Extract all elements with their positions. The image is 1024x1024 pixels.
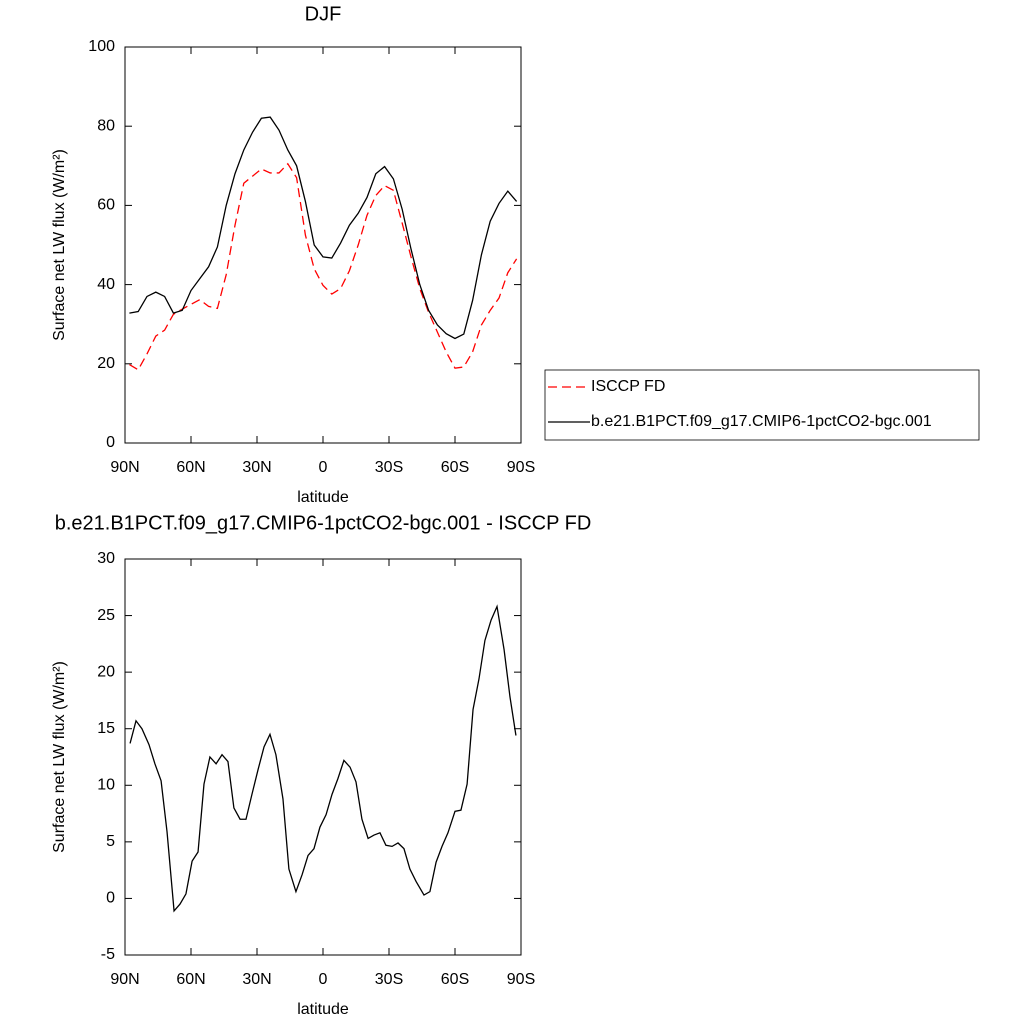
y-tick-label: 0 (106, 890, 115, 907)
x-tick-label: 30N (242, 971, 271, 988)
x-axis-label: latitude (297, 489, 349, 506)
x-tick-label: 60N (176, 971, 205, 988)
y-tick-label: 100 (88, 38, 115, 55)
x-tick-label: 90N (110, 459, 139, 476)
x-tick-label: 90S (507, 971, 535, 988)
y-tick-label: 30 (97, 550, 115, 567)
x-tick-label: 90S (507, 459, 535, 476)
x-tick-label: 30S (375, 971, 403, 988)
plot-frame (124, 46, 522, 444)
y-tick-label: 60 (97, 197, 115, 214)
y-tick-label: 40 (97, 276, 115, 293)
x-tick-label: 30S (375, 459, 403, 476)
chart-title: DJF (305, 3, 342, 25)
y-tick-label: 10 (97, 777, 115, 794)
y-tick-label: 5 (106, 833, 115, 850)
y-tick-label: 25 (97, 607, 115, 624)
y-tick-label: 20 (97, 663, 115, 680)
y-tick-label: 80 (97, 117, 115, 134)
legend-label: ISCCP FD (591, 378, 665, 395)
x-tick-label: 60S (441, 459, 469, 476)
y-tick-label: 15 (97, 720, 115, 737)
y-tick-label: -5 (101, 946, 115, 963)
data-line (129, 604, 517, 913)
legend-label: b.e21.B1PCT.f09_g17.CMIP6-1pctCO2-bgc.00… (591, 413, 932, 430)
legend-box (544, 369, 980, 441)
x-tick-label: 90N (110, 971, 139, 988)
y-axis-label: Surface net LW flux (W/m²) (51, 661, 68, 853)
x-tick-label: 0 (319, 971, 328, 988)
y-tick-label: 0 (106, 434, 115, 451)
data-line (129, 116, 518, 340)
x-tick-label: 60N (176, 459, 205, 476)
x-tick-label: 0 (319, 459, 328, 476)
chart-title: b.e21.B1PCT.f09_g17.CMIP6-1pctCO2-bgc.00… (55, 512, 592, 534)
x-axis-label: latitude (297, 1001, 349, 1018)
y-tick-label: 20 (97, 355, 115, 372)
y-axis-label: Surface net LW flux (W/m²) (51, 149, 68, 341)
data-line (129, 162, 518, 371)
x-tick-label: 60S (441, 971, 469, 988)
x-tick-label: 30N (242, 459, 271, 476)
